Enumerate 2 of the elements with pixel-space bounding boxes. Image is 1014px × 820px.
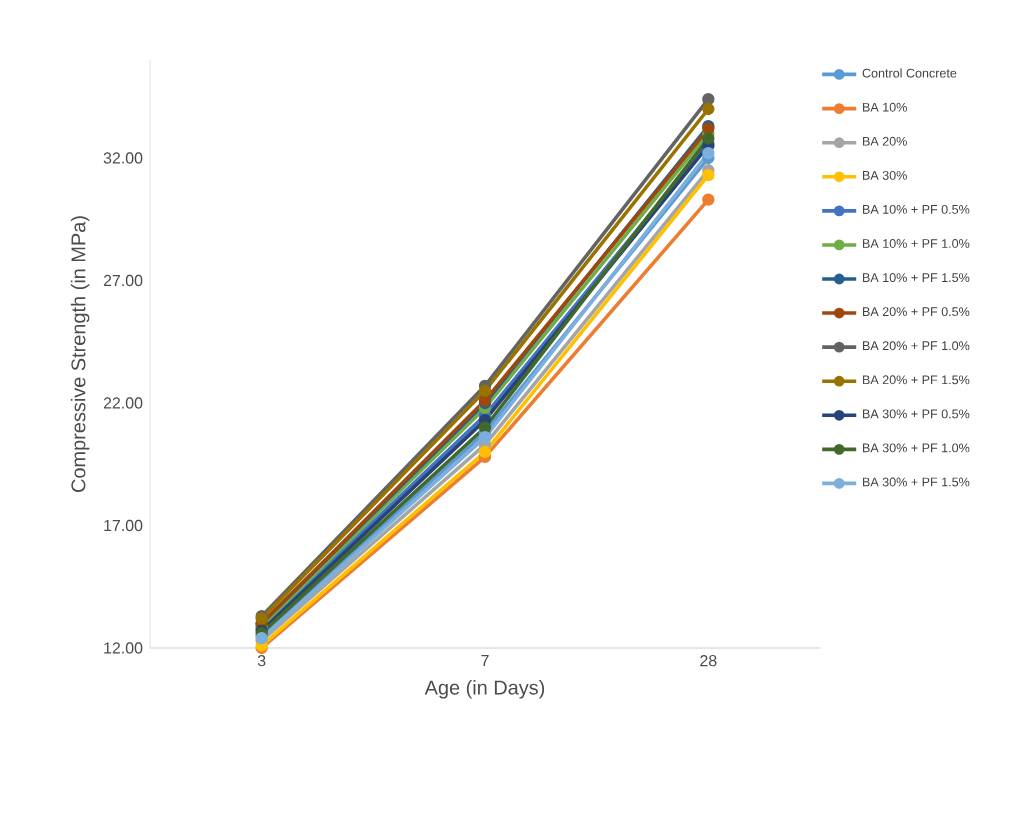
x-axis-title: Age (in Days)	[424, 680, 545, 699]
y-axis-title: Compressive Strength (in MPa)	[70, 216, 90, 492]
